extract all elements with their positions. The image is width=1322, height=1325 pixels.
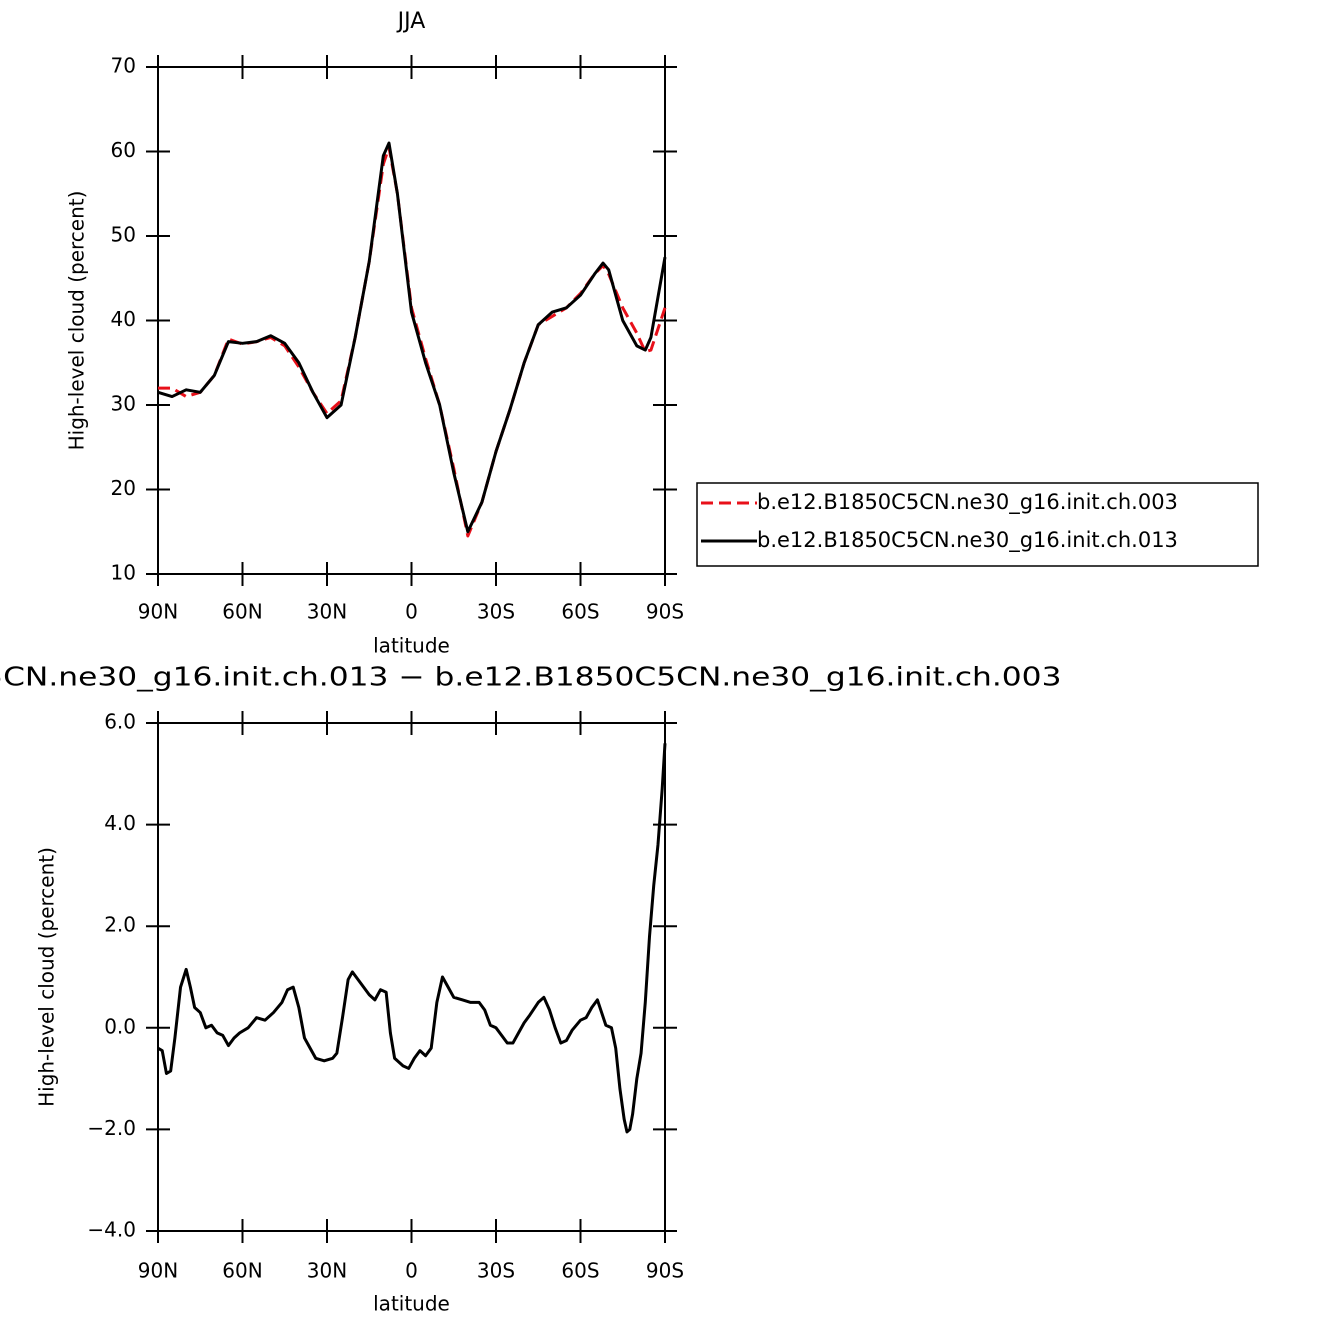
- plot-frame: [157, 722, 666, 1232]
- y-tick-label: 20: [111, 476, 136, 500]
- x-tick-label: 90S: [646, 600, 684, 624]
- chart-title: b.e12.B1850C5CN.ne30_g16.init.ch.013 − b…: [0, 663, 1062, 693]
- x-tick-label: 90S: [646, 1259, 684, 1283]
- x-tick-label: 90N: [138, 600, 178, 624]
- y-tick-label: 70: [111, 54, 136, 78]
- y-tick-label: 4.0: [104, 811, 136, 835]
- y-tick-label: 6.0: [104, 710, 136, 734]
- y-tick-label: 60: [111, 138, 136, 162]
- x-tick-label: 30S: [477, 600, 515, 624]
- y-tick-label: 10: [111, 561, 136, 585]
- y-tick-label: 50: [111, 223, 136, 247]
- y-tick-label: −4.0: [87, 1218, 136, 1242]
- y-axis-label: High-level cloud (percent): [65, 191, 89, 451]
- x-tick-label: 60N: [222, 600, 262, 624]
- y-tick-label: −2.0: [87, 1116, 136, 1140]
- data-line: [157, 743, 667, 1134]
- y-tick-label: 40: [111, 307, 136, 331]
- plot-frame: [157, 66, 666, 575]
- y-axis-label: High-level cloud (percent): [35, 847, 59, 1107]
- x-axis-label: latitude: [373, 634, 450, 658]
- x-tick-label: 0: [405, 1259, 418, 1283]
- x-tick-label: 30S: [477, 1259, 515, 1283]
- x-tick-label: 90N: [138, 1259, 178, 1283]
- legend-label: b.e12.B1850C5CN.ne30_g16.init.ch.013: [757, 528, 1178, 553]
- y-tick-label: 30: [111, 392, 136, 416]
- x-axis-label: latitude: [373, 1292, 450, 1316]
- x-tick-label: 60N: [222, 1259, 262, 1283]
- data-line: [157, 141, 667, 534]
- legend-box: [696, 482, 1259, 567]
- x-tick-label: 0: [405, 600, 418, 624]
- legend-label: b.e12.B1850C5CN.ne30_g16.init.ch.003: [757, 490, 1178, 515]
- x-tick-label: 30N: [307, 1259, 347, 1283]
- x-tick-label: 30N: [307, 600, 347, 624]
- chart-title: JJA: [396, 9, 426, 34]
- y-tick-label: 2.0: [104, 913, 136, 937]
- x-tick-label: 60S: [561, 600, 599, 624]
- y-tick-label: 0.0: [104, 1014, 136, 1038]
- x-tick-label: 60S: [561, 1259, 599, 1283]
